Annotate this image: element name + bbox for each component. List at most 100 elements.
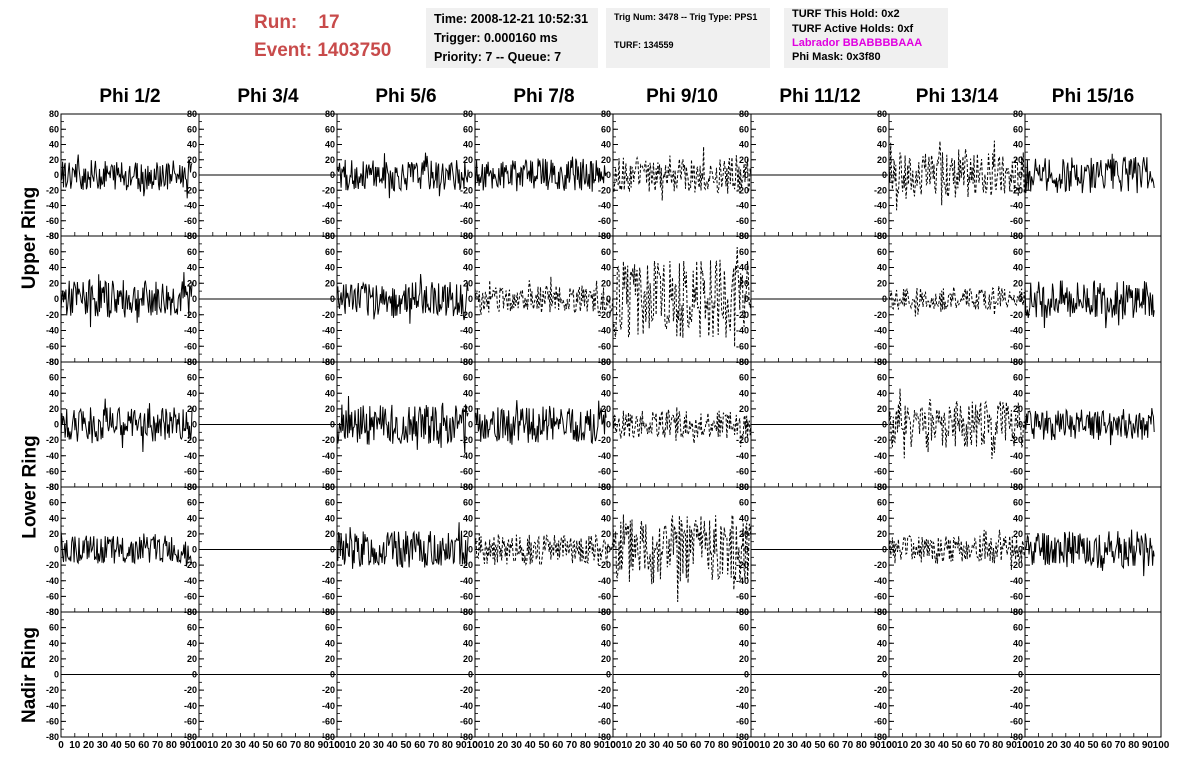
y-tick-label: 0 — [54, 294, 59, 304]
panel-frame — [612, 361, 752, 488]
x-tick-label: 50 — [814, 740, 826, 751]
y-tick-label: 80 — [463, 231, 473, 241]
y-tick-label: 20 — [463, 404, 473, 414]
y-tick-label: 20 — [601, 654, 611, 664]
y-tick-label: -20 — [598, 185, 611, 195]
labrador-text: Labrador BBABBBBAAA — [792, 37, 923, 49]
y-tick-label: -60 — [1010, 591, 1023, 601]
y-tick-label: 0 — [882, 670, 887, 680]
y-tick-label: 40 — [601, 513, 611, 523]
y-tick-label: -60 — [736, 591, 749, 601]
y-tick-label: 0 — [1018, 670, 1023, 680]
y-tick-label: 20 — [1013, 529, 1023, 539]
y-tick-label: -60 — [46, 591, 59, 601]
y-tick-label: 60 — [739, 498, 749, 508]
y-tick-label: -20 — [46, 435, 59, 445]
y-tick-label: 60 — [49, 247, 59, 257]
trig-panel: Trig Num: 3478 -- Trig Type: PPS1 TURF: … — [606, 8, 770, 68]
y-tick-label: -60 — [874, 716, 887, 726]
x-tick-label: 100 — [605, 740, 622, 751]
y-tick-label: 60 — [325, 124, 335, 134]
y-tick-label: -20 — [1010, 560, 1023, 570]
y-tick-label: -20 — [322, 185, 335, 195]
y-tick-label: 20 — [49, 155, 59, 165]
y-tick-label: 0 — [882, 420, 887, 430]
panel-frame — [888, 113, 1026, 237]
y-tick-label: -20 — [184, 685, 197, 695]
y-tick-label: 20 — [1013, 404, 1023, 414]
y-tick-label: -60 — [1010, 466, 1023, 476]
x-tick-label: 70 — [566, 740, 578, 751]
y-tick-label: -80 — [46, 482, 59, 492]
y-tick-label: -20 — [46, 560, 59, 570]
y-tick-label: 20 — [877, 278, 887, 288]
x-tick-label: 0 — [196, 740, 202, 751]
y-tick-label: 80 — [877, 607, 887, 617]
y-tick-label: 40 — [187, 140, 197, 150]
y-tick-label: -60 — [184, 591, 197, 601]
y-tick-label: -60 — [598, 466, 611, 476]
x-tick-label: 10 — [1033, 740, 1045, 751]
x-tick-label: 40 — [387, 740, 399, 751]
x-tick-label: 40 — [938, 740, 950, 751]
y-tick-label: 20 — [49, 529, 59, 539]
y-tick-label: -40 — [46, 576, 59, 586]
y-tick-label: 40 — [601, 263, 611, 273]
y-tick-label: 60 — [877, 498, 887, 508]
y-tick-label: 0 — [1018, 294, 1023, 304]
y-tick-label: 60 — [463, 498, 473, 508]
y-tick-label: 60 — [601, 498, 611, 508]
y-tick-label: 0 — [330, 420, 335, 430]
phi-label: Phi 9/10 — [646, 86, 718, 107]
x-tick-label: 40 — [1074, 740, 1086, 751]
y-tick-label: -40 — [1010, 576, 1023, 586]
y-tick-label: -60 — [598, 716, 611, 726]
phi-label: Phi 3/4 — [237, 86, 299, 107]
phi-label: Phi 13/14 — [915, 86, 999, 107]
run-line: Run: 17 — [254, 12, 340, 34]
y-tick-label: 0 — [1018, 420, 1023, 430]
y-tick-label: 40 — [187, 388, 197, 398]
y-tick-label: 60 — [463, 124, 473, 134]
y-tick-label: -60 — [598, 216, 611, 226]
x-tick-label: 10 — [483, 740, 495, 751]
y-tick-label: 40 — [49, 638, 59, 648]
x-tick-label: 80 — [856, 740, 868, 751]
y-tick-label: -60 — [736, 216, 749, 226]
y-tick-label: -80 — [874, 732, 887, 742]
y-tick-label: 80 — [739, 357, 749, 367]
y-tick-label: 60 — [739, 124, 749, 134]
x-tick-label: 40 — [663, 740, 675, 751]
x-tick-label: 60 — [828, 740, 840, 751]
y-tick-label: -20 — [184, 435, 197, 445]
y-tick-label: -40 — [322, 201, 335, 211]
x-tick-label: 70 — [979, 740, 991, 751]
y-tick-label: -20 — [460, 560, 473, 570]
x-tick-label: 30 — [1060, 740, 1072, 751]
y-tick-label: -40 — [874, 576, 887, 586]
y-tick-label: 60 — [325, 373, 335, 383]
y-tick-label: -20 — [184, 185, 197, 195]
y-tick-label: 60 — [187, 498, 197, 508]
y-tick-label: -60 — [460, 591, 473, 601]
x-tick-label: 40 — [111, 740, 123, 751]
y-tick-label: -20 — [322, 685, 335, 695]
y-tick-label: -80 — [322, 732, 335, 742]
y-tick-label: 40 — [601, 388, 611, 398]
y-tick-label: 80 — [739, 109, 749, 119]
y-tick-label: 20 — [739, 278, 749, 288]
y-tick-label: 0 — [744, 294, 749, 304]
y-tick-label: 80 — [325, 482, 335, 492]
y-tick-label: -60 — [460, 716, 473, 726]
waveform-trace — [474, 156, 607, 192]
x-tick-label: 90 — [870, 740, 882, 751]
y-tick-label: -60 — [736, 466, 749, 476]
y-tick-label: -40 — [184, 701, 197, 711]
y-tick-label: -60 — [736, 341, 749, 351]
y-tick-label: 0 — [744, 420, 749, 430]
y-tick-label: 20 — [463, 654, 473, 664]
y-tick-label: -60 — [184, 716, 197, 726]
y-tick-label: 40 — [325, 140, 335, 150]
waveform-trace — [60, 398, 193, 453]
y-tick-label: -20 — [736, 310, 749, 320]
